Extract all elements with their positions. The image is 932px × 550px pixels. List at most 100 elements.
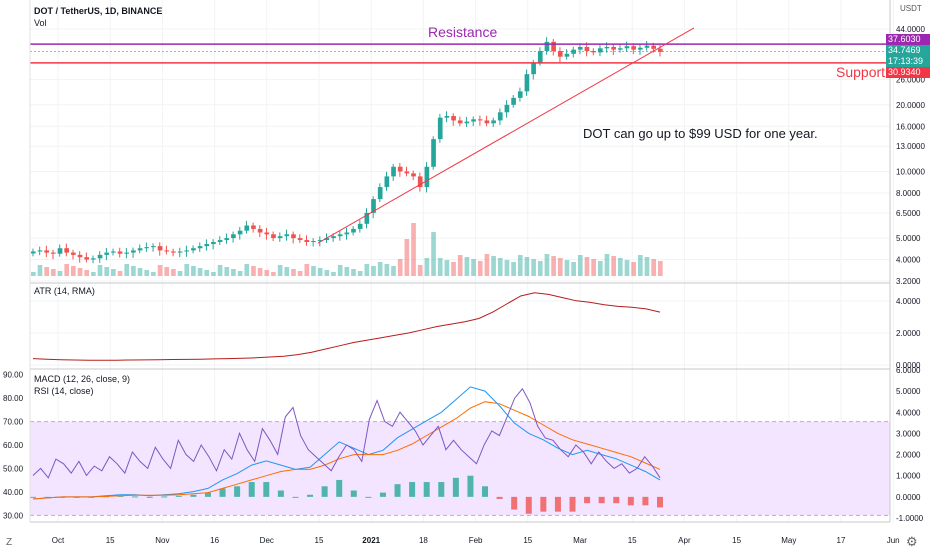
volume-bar [37,265,43,276]
candle-body [44,250,50,253]
volume-bar [524,257,530,276]
volume-bar [31,272,36,276]
price-tick-label: 5.0000 [896,234,921,243]
candle-body [464,121,470,124]
macd-histogram-bar [44,496,51,498]
candle-body [84,257,90,260]
macd-histogram-bar [525,496,532,514]
candle-body [658,48,663,52]
volume-bar [377,262,383,276]
volume-bar [451,262,456,276]
rsi-tick-label: 50.00 [3,464,24,473]
candle-body [591,51,596,53]
volume-bar [471,259,476,276]
candle-body [564,53,570,57]
volume-bar [337,265,343,276]
symbol-title: DOT / TetherUS, 1D, BINANCE [34,6,163,16]
z-icon[interactable]: Z [6,537,13,548]
countdown-tag: 17:13:39 [886,56,930,67]
candle-body [597,48,603,53]
candle-body [357,223,363,229]
rsi-tick-label: 30.00 [3,511,24,520]
macd-histogram-bar [175,495,182,497]
macd-histogram-bar [190,494,197,497]
volume-bar [351,269,356,276]
macd-histogram-bar [394,484,401,497]
volume-bar [491,256,496,276]
x-tick-label: Mar [573,536,587,545]
volume-bar [324,270,330,276]
forecast-note: DOT can go up to $99 USD for one year. [583,126,818,141]
vol-label: Vol [34,18,47,28]
candle-body [91,258,96,260]
price-tick-label: 44.0000 [896,25,925,34]
candle-body [97,254,103,259]
volume-bar [91,272,96,276]
candle-body [604,46,610,49]
candle-body [611,46,616,50]
candle-body [237,230,243,235]
candle-body [64,248,70,253]
candle-body [411,173,416,177]
macd-histogram-bar [248,482,255,497]
volume-bar [571,262,576,276]
volume-bar [257,268,263,276]
volume-bar [304,264,310,276]
candle-body [571,49,576,54]
x-tick-label: 15 [732,536,741,545]
candle-body [631,46,636,50]
volume-bar [244,264,250,276]
x-tick-label: 2021 [362,536,380,545]
signal-line [32,401,661,500]
volume-bar [97,265,103,276]
support-price-tag: 30.9340 [886,67,930,78]
volume-bar [537,261,543,276]
volume-bar [297,271,303,276]
candle-body [184,250,190,252]
volume-bar [551,256,556,276]
candle-body [577,46,583,50]
candle-body [71,252,76,255]
candle-body [637,47,643,50]
volume-bar [291,269,296,276]
volume-bar [658,261,663,276]
candle-body [331,236,336,239]
volume-bar [57,271,63,276]
candle-body [344,232,350,235]
candle-body [377,187,383,200]
candle-body [57,248,63,254]
atr-title: ATR (14, RMA) [34,286,95,296]
candle-body [304,240,310,243]
candle-body [264,232,270,235]
candle-body [531,62,536,75]
macd-histogram-bar [409,482,416,497]
atr-pane [32,292,661,361]
volume-bar [644,257,650,276]
candle-body [537,51,543,63]
volume-bar [477,261,483,276]
candle-body [124,252,130,254]
macd-histogram-bar [627,496,634,506]
atr-tick-label: 0.0000 [896,361,921,370]
volume-bar [117,271,123,276]
candle-body [137,248,143,251]
volume-bar [424,258,430,276]
macd-histogram-bar [452,477,459,497]
trendline [317,27,695,244]
gear-icon[interactable]: ⚙ [906,534,918,549]
x-tick-label: Jun [887,536,900,545]
volume-bar [597,261,603,276]
candle-body [584,46,590,52]
macd-histogram-bar [598,496,605,504]
volume-bar [111,269,116,276]
volume-bar [157,265,163,276]
candle-body [284,234,290,237]
macd-histogram-bar [30,496,36,498]
candle-body [204,244,210,247]
candle-body [444,116,450,118]
volume-bar [577,255,583,276]
x-tick-label: Dec [260,536,274,545]
volume-bar [284,267,290,276]
macd-histogram-bar [482,486,489,497]
price-tick-label: 16.0000 [896,122,925,131]
